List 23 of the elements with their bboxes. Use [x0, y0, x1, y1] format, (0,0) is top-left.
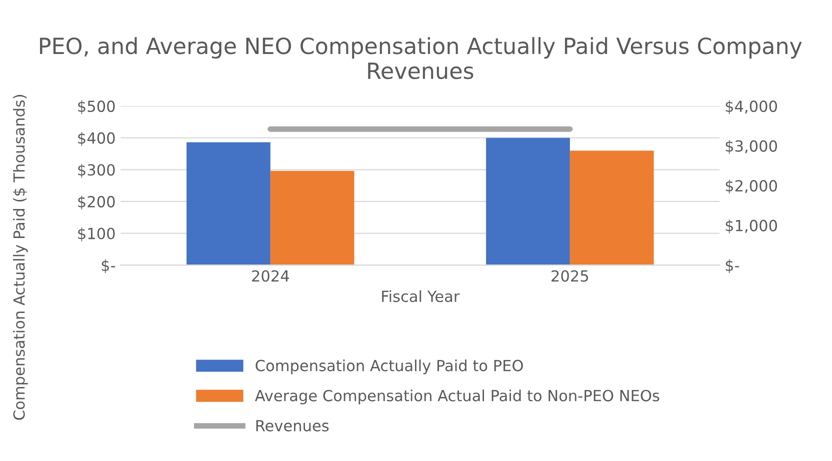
y-tick-label: $300	[78, 164, 115, 178]
y2-tick-label: $2,000	[726, 180, 777, 194]
y2-tick-label: $-	[726, 259, 740, 274]
y-tick-label: $500	[78, 100, 115, 114]
bar	[270, 170, 354, 266]
legend-label: Compensation Actually Paid to PEO	[256, 360, 523, 374]
y-tick-label: $-	[102, 259, 116, 274]
chart-title: PEO, and Average NEO Compensation Actually Paid Versus Company Revenues	[40, 37, 802, 80]
y-tick-label: $200	[78, 196, 115, 210]
bar	[570, 150, 654, 266]
y2-tick-label: $3,000	[726, 140, 777, 154]
y2-tick-label: $4,000	[726, 100, 777, 114]
legend-label: Average Compensation Actual Paid to Non-PEO NEOs	[254, 390, 660, 404]
x-tick-label: 2024	[252, 270, 289, 282]
y-tick-label: $400	[78, 132, 115, 146]
bar	[186, 142, 270, 266]
y2-tick-label: $1,000	[726, 220, 777, 234]
bar	[486, 138, 570, 266]
y-axis-title: Compensation Actually Paid ($ Thousands)	[13, 94, 28, 420]
x-tick-label: 2025	[552, 270, 588, 282]
y-tick-label: $100	[78, 227, 115, 242]
x-axis-title: Fiscal Year	[382, 290, 460, 302]
legend-label: Revenues	[256, 420, 329, 432]
